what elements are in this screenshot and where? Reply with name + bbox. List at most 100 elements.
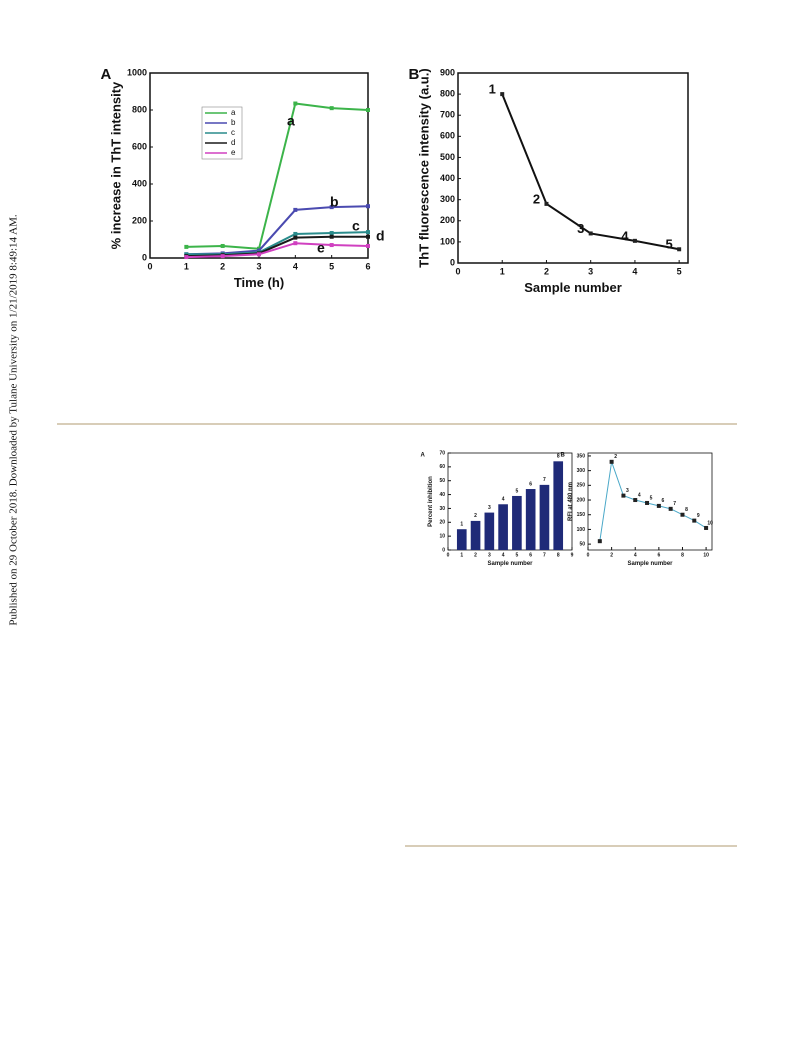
data-point — [597, 539, 602, 544]
y-tick-label: 900 — [440, 67, 455, 77]
y-tick-label: 500 — [440, 152, 455, 162]
data-point — [366, 108, 370, 112]
y-tick-label: 50 — [439, 478, 445, 484]
legend-label: b — [231, 118, 236, 127]
legend-label: d — [231, 138, 235, 147]
y-tick-label: 600 — [440, 131, 455, 141]
data-point — [609, 459, 614, 464]
y-tick-label: 100 — [577, 527, 586, 533]
data-point — [645, 500, 650, 505]
y-tick-label: 100 — [440, 236, 455, 246]
y-tick-label: 400 — [132, 178, 147, 188]
x-tick-label: 10 — [703, 552, 709, 558]
data-point — [704, 525, 709, 530]
data-point — [677, 247, 682, 252]
point-label: 1 — [460, 522, 463, 528]
bar — [470, 520, 481, 550]
plot-frame — [457, 72, 689, 264]
x-tick-label: 4 — [502, 552, 505, 558]
x-tick-label: 5 — [515, 552, 518, 558]
y-tick-label: 200 — [440, 215, 455, 225]
y-tick-label: 10 — [439, 533, 445, 539]
legend-frame — [201, 106, 243, 160]
bar — [484, 512, 495, 550]
x-tick-label: 3 — [488, 552, 491, 558]
x-tick-label: 4 — [632, 266, 637, 276]
y-tick-label: 0 — [442, 547, 445, 553]
y-tick-label: 50 — [579, 541, 585, 547]
point-label: 8 — [685, 507, 688, 513]
data-point — [366, 243, 370, 248]
x-tick-label: 0 — [587, 552, 590, 558]
series-annotation: e — [317, 240, 325, 256]
point-label: 10 — [707, 520, 713, 526]
x-axis-label: Sample number — [524, 280, 622, 295]
panel-label: B — [409, 66, 420, 83]
x-axis-label: Time (h) — [234, 275, 284, 290]
point-label: 3 — [577, 221, 584, 236]
data-point — [500, 92, 505, 97]
y-tick-label: 200 — [577, 497, 586, 503]
data-point — [544, 201, 549, 206]
y-tick-label: 800 — [132, 104, 147, 114]
x-tick-label: 0 — [147, 261, 152, 271]
data-point — [668, 506, 673, 511]
series-annotation: a — [287, 113, 295, 129]
point-label: 5 — [515, 488, 518, 494]
data-line — [186, 231, 369, 256]
legend-label: e — [231, 148, 236, 157]
point-label: 1 — [489, 82, 496, 97]
x-tick-label: 1 — [460, 552, 463, 558]
data-point — [329, 205, 334, 210]
legend-label: a — [231, 108, 236, 117]
x-tick-label: 6 — [529, 552, 532, 558]
y-tick-label: 600 — [132, 141, 147, 151]
data-point — [220, 254, 225, 259]
data-point — [588, 231, 593, 236]
panel-label: A — [101, 66, 112, 83]
point-label: 6 — [529, 481, 532, 487]
x-tick-label: 0 — [455, 266, 460, 276]
y-tick-label: 800 — [440, 88, 455, 98]
x-tick-label: 1 — [500, 266, 505, 276]
x-tick-label: 3 — [256, 261, 261, 271]
panel-label: B — [561, 453, 566, 459]
data-point — [656, 503, 661, 508]
point-label: 3 — [626, 488, 629, 494]
plot-frame — [587, 452, 713, 551]
point-label: 7 — [673, 501, 676, 507]
y-tick-label: 40 — [439, 492, 445, 498]
bar — [553, 461, 564, 550]
x-axis-label: Sample number — [487, 561, 533, 567]
data-point — [220, 243, 225, 248]
plot-frame — [447, 452, 573, 551]
y-tick-label: 0 — [450, 257, 455, 267]
x-tick-label: 8 — [681, 552, 684, 558]
data-point — [680, 512, 685, 517]
data-point — [633, 498, 638, 503]
panel-label: A — [421, 453, 426, 459]
point-label: 6 — [661, 498, 664, 504]
point-label: 4 — [502, 497, 505, 503]
y-axis-label: % increase in ThT intensity — [109, 81, 124, 249]
bar — [525, 489, 536, 550]
y-axis-label: RFI at 480 nm — [568, 482, 574, 521]
x-tick-label: 3 — [588, 266, 593, 276]
y-tick-label: 400 — [440, 173, 455, 183]
data-line — [186, 102, 369, 250]
x-tick-label: 2 — [220, 261, 225, 271]
series-annotation: d — [376, 228, 385, 244]
x-tick-label: 4 — [293, 261, 298, 271]
point-label: 5 — [666, 237, 673, 252]
point-label: 4 — [638, 492, 641, 498]
y-tick-label: 200 — [132, 215, 147, 225]
data-point — [621, 493, 626, 498]
x-tick-label: 6 — [657, 552, 660, 558]
y-tick-label: 60 — [439, 464, 445, 470]
data-point — [329, 106, 334, 111]
y-tick-label: 30 — [439, 506, 445, 512]
x-tick-label: 9 — [571, 552, 574, 558]
point-label: 9 — [697, 513, 700, 519]
